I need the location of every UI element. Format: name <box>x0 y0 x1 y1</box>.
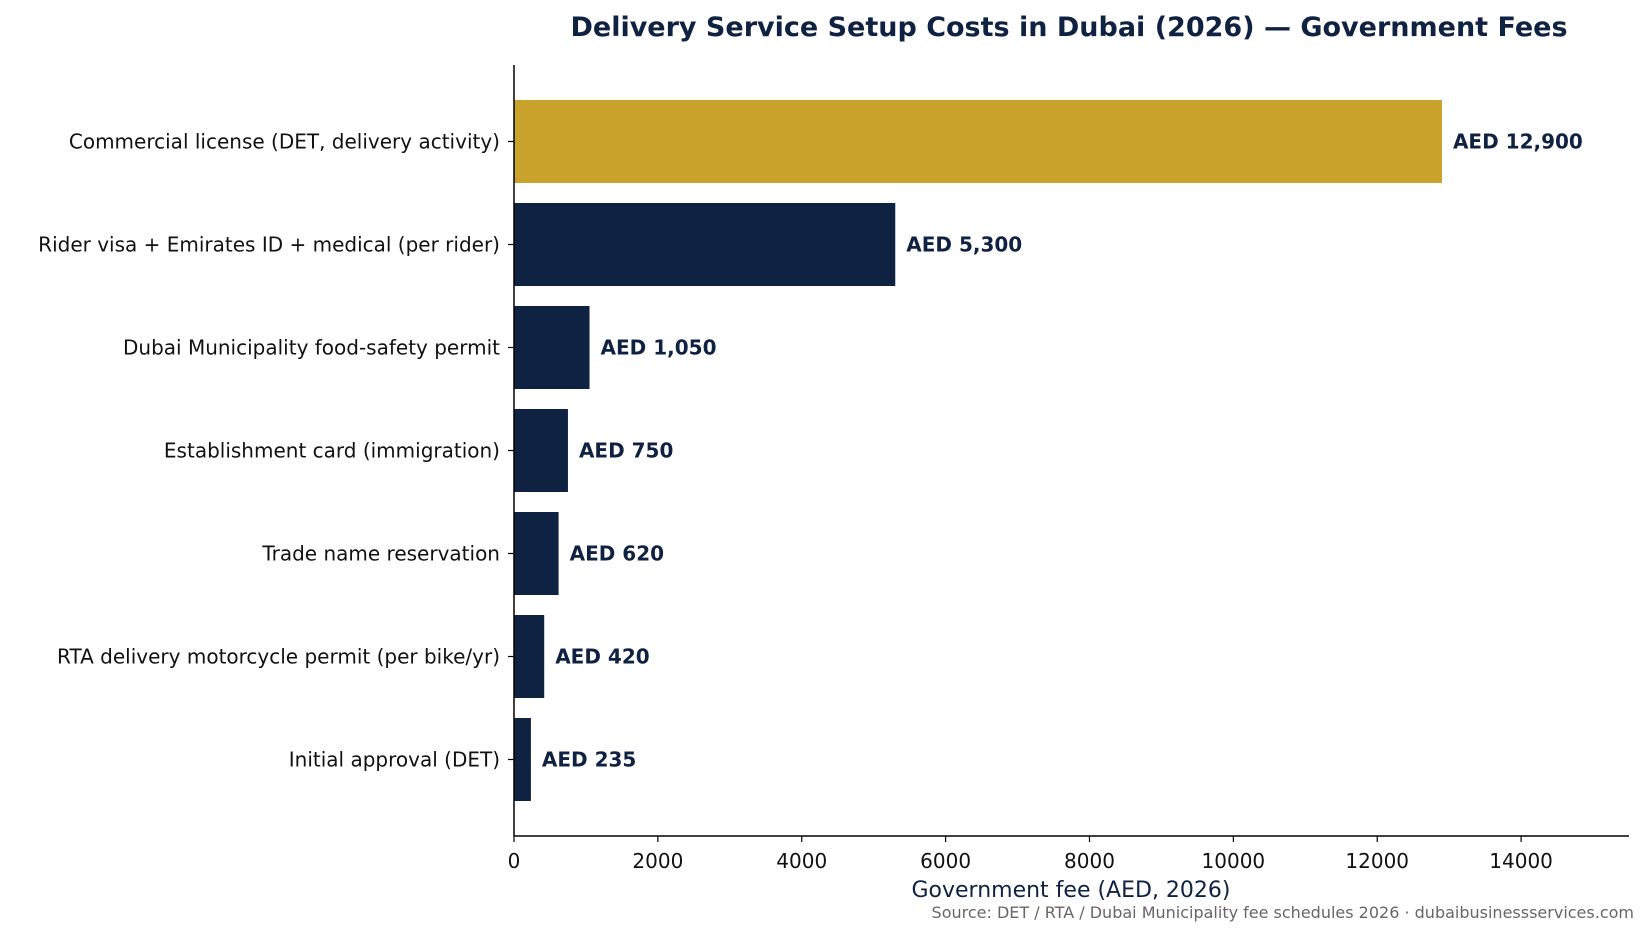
bar <box>514 100 1442 183</box>
category-label: RTA delivery motorcycle permit (per bike… <box>57 645 500 669</box>
x-tick-label: 6000 <box>920 849 971 873</box>
chart-title: Delivery Service Setup Costs in Dubai (2… <box>570 12 1567 43</box>
data-labels: AED 12,900 AED 5,300 AED 1,050 AED 750 AED 6… <box>542 130 1583 772</box>
bar <box>514 615 545 698</box>
x-tick-label: 14000 <box>1489 849 1553 873</box>
x-tick-label: 0 <box>508 849 521 873</box>
category-label: Establishment card (immigration) <box>164 439 500 463</box>
x-tick-label: 2000 <box>632 849 683 873</box>
category-label: Commercial license (DET, delivery activi… <box>69 130 500 154</box>
bar <box>514 512 559 595</box>
x-tick-label: 4000 <box>776 849 827 873</box>
axes <box>513 65 1629 837</box>
data-label: AED 12,900 <box>1453 130 1583 154</box>
category-label: Rider visa + Emirates ID + medical (per … <box>38 233 500 257</box>
x-tick-label: 12000 <box>1345 849 1409 873</box>
bar <box>514 203 896 286</box>
bar <box>514 409 568 492</box>
bars-layer <box>514 100 1442 801</box>
bar <box>514 718 531 801</box>
x-axis-label: Government fee (AED, 2026) <box>911 878 1230 903</box>
data-label: AED 420 <box>555 645 649 669</box>
data-label: AED 235 <box>542 748 636 772</box>
x-tick-label: 10000 <box>1202 849 1266 873</box>
x-axis-ticks: 0 2000 4000 6000 8000 10000 12000 14000 <box>508 836 1553 873</box>
category-label: Dubai Municipality food-safety permit <box>123 336 500 360</box>
data-label: AED 620 <box>570 542 664 566</box>
data-label: AED 1,050 <box>601 336 717 360</box>
category-labels: Commercial license (DET, delivery activi… <box>38 130 514 772</box>
data-label: AED 5,300 <box>906 233 1022 257</box>
data-label: AED 750 <box>579 439 673 463</box>
bar <box>514 306 590 389</box>
source-note: Source: DET / RTA / Dubai Municipality f… <box>932 903 1634 922</box>
category-label: Initial approval (DET) <box>289 748 500 772</box>
category-label: Trade name reservation <box>261 542 500 566</box>
x-tick-label: 8000 <box>1064 849 1115 873</box>
